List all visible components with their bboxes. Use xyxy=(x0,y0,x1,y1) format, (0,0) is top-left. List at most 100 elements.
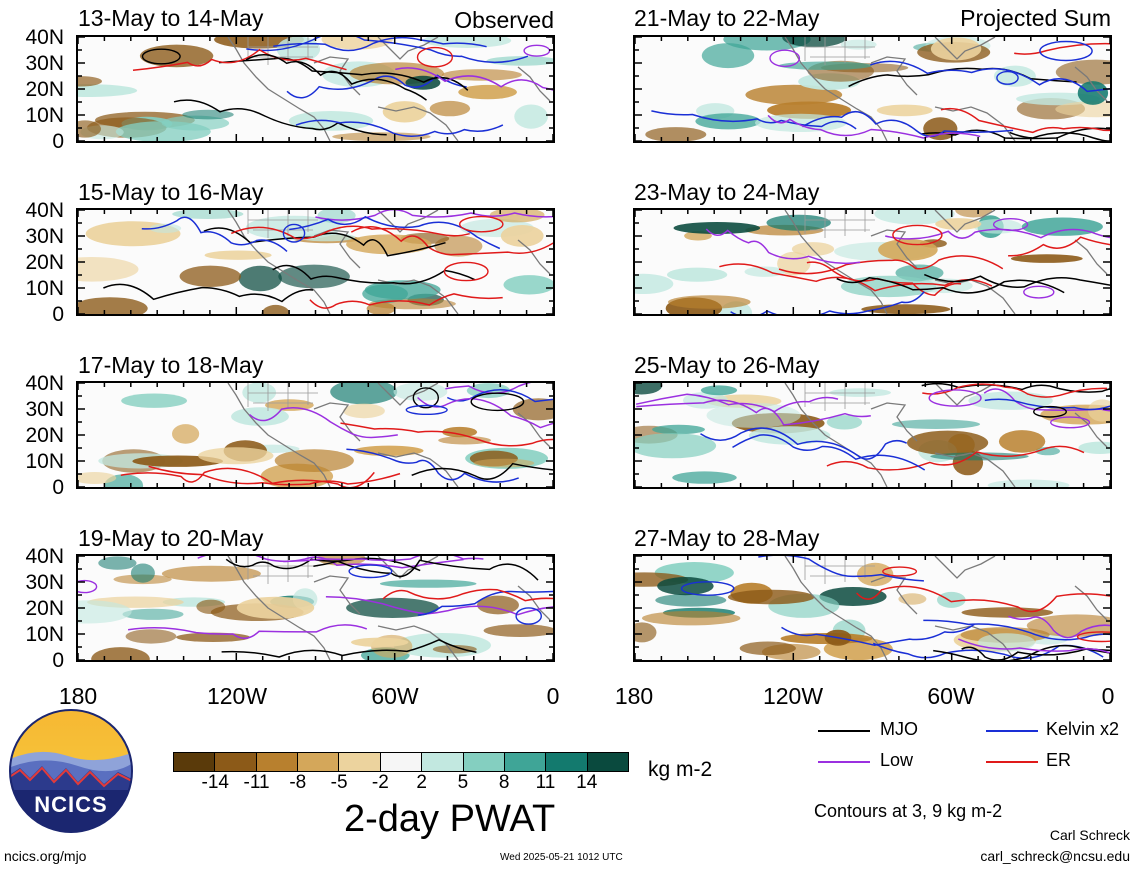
dry-anomaly xyxy=(930,37,982,61)
wave-contour xyxy=(635,393,839,413)
wave-contour xyxy=(1014,42,1110,55)
moist-anomaly xyxy=(700,385,738,396)
map-panel-observed-2 xyxy=(76,208,555,316)
wave-contour xyxy=(141,48,181,65)
moist-anomaly xyxy=(423,37,512,48)
wave-contour xyxy=(921,383,1110,393)
dry-anomaly xyxy=(442,426,478,438)
panel-title: 21-May to 22-May xyxy=(634,5,820,31)
dry-anomaly xyxy=(907,430,989,455)
wave-contour xyxy=(458,215,504,233)
moist-anomaly xyxy=(937,591,966,608)
wave-contour xyxy=(826,445,1085,471)
dry-anomaly xyxy=(78,257,139,282)
footer-url[interactable]: ncics.org/mjo xyxy=(4,848,87,864)
moist-anomaly xyxy=(667,267,728,282)
wave-contour xyxy=(778,255,1004,275)
wave-contour xyxy=(148,465,401,486)
wave-contour xyxy=(225,557,421,572)
wave-contour xyxy=(417,590,553,616)
x-tick-label: 180 xyxy=(614,683,654,709)
dry-anomaly xyxy=(727,589,815,605)
dry-anomaly xyxy=(351,637,409,647)
wave-contour xyxy=(103,283,314,303)
dry-anomaly xyxy=(1055,101,1110,118)
colorbar-units: kg m-2 xyxy=(648,758,713,781)
colorbar-tick-label: -11 xyxy=(243,772,270,793)
dry-anomaly xyxy=(645,127,707,141)
y-tick-label: 40N xyxy=(25,26,64,49)
political-boundaries xyxy=(804,37,875,65)
moist-anomaly xyxy=(149,223,182,233)
x-tick-label: 180 xyxy=(58,683,98,709)
axis-ticks xyxy=(78,383,553,487)
pwat-field xyxy=(635,37,1110,141)
y-tick-label: 20N xyxy=(25,78,64,101)
coastline xyxy=(784,556,1108,660)
political-boundaries xyxy=(804,556,875,584)
wave-contour xyxy=(127,624,368,639)
panel-title: 15-May to 16-May xyxy=(78,179,264,205)
dry-anomaly xyxy=(332,132,431,141)
dry-anomaly xyxy=(432,645,477,654)
footer-timestamp: Wed 2025-05-21 1012 UTC xyxy=(500,852,623,863)
wave-contour xyxy=(933,644,1110,660)
wave-contour xyxy=(273,37,487,52)
moist-anomaly xyxy=(1077,81,1109,105)
pwat-field xyxy=(78,37,553,141)
wave-contour xyxy=(203,227,446,257)
dry-anomaly xyxy=(91,647,150,660)
moist-anomaly xyxy=(892,419,980,429)
colorbar-swatch xyxy=(462,753,504,771)
wave-contour xyxy=(411,462,553,480)
x-tick-label: 0 xyxy=(546,683,560,709)
coastline xyxy=(227,383,551,487)
panel-title: 23-May to 24-May xyxy=(634,179,820,205)
y-tick-label: 40N xyxy=(25,199,64,222)
wave-contour xyxy=(732,434,926,471)
y-tick-label: 30N xyxy=(25,398,64,421)
wave-contour xyxy=(921,127,1110,140)
footer-email[interactable]: carl_schreck@ncsu.edu xyxy=(980,848,1130,864)
pwat-field xyxy=(78,556,553,660)
legend-swatch-er xyxy=(986,761,1038,763)
colorbar-tick-label: -14 xyxy=(201,772,229,793)
wave-contour xyxy=(961,646,1110,660)
wave-contour xyxy=(78,579,98,594)
panel-title: 25-May to 26-May xyxy=(634,352,820,378)
y-tick-label: 0 xyxy=(52,476,64,499)
moist-anomaly xyxy=(278,264,350,289)
axis-ticks xyxy=(635,383,1110,487)
dry-anomaly xyxy=(274,449,354,472)
pwat-field xyxy=(78,210,553,314)
moist-anomaly xyxy=(977,633,1036,652)
y-tick-label: 10N xyxy=(25,623,64,646)
moist-anomaly xyxy=(701,43,755,69)
dry-anomaly xyxy=(635,622,657,643)
wave-contour xyxy=(245,54,427,101)
y-tick-label: 10N xyxy=(25,450,64,473)
axis-ticks xyxy=(635,210,1110,314)
dry-anomaly xyxy=(204,250,272,260)
wave-contour xyxy=(325,595,553,616)
wave-contour xyxy=(1076,631,1110,643)
dry-anomaly xyxy=(438,436,491,445)
wave-contour xyxy=(882,566,918,577)
y-tick-label: 30N xyxy=(25,52,64,75)
moist-anomaly xyxy=(840,39,877,50)
wave-contour xyxy=(382,588,553,602)
wave-contour xyxy=(346,448,519,483)
dry-anomaly xyxy=(343,403,385,419)
moist-anomaly xyxy=(826,415,863,430)
wave-contour xyxy=(1008,236,1110,257)
wave-contour xyxy=(705,228,861,265)
dry-anomaly xyxy=(78,297,148,314)
map-panel-projected-4 xyxy=(633,554,1112,662)
dry-anomaly xyxy=(739,641,796,656)
moist-anomaly xyxy=(121,393,187,408)
panel-tag-observed: Observed xyxy=(454,7,554,33)
dry-anomaly xyxy=(161,565,261,582)
wave-contour xyxy=(340,422,553,447)
wave-contour xyxy=(992,217,1029,232)
dry-anomaly xyxy=(489,210,545,223)
